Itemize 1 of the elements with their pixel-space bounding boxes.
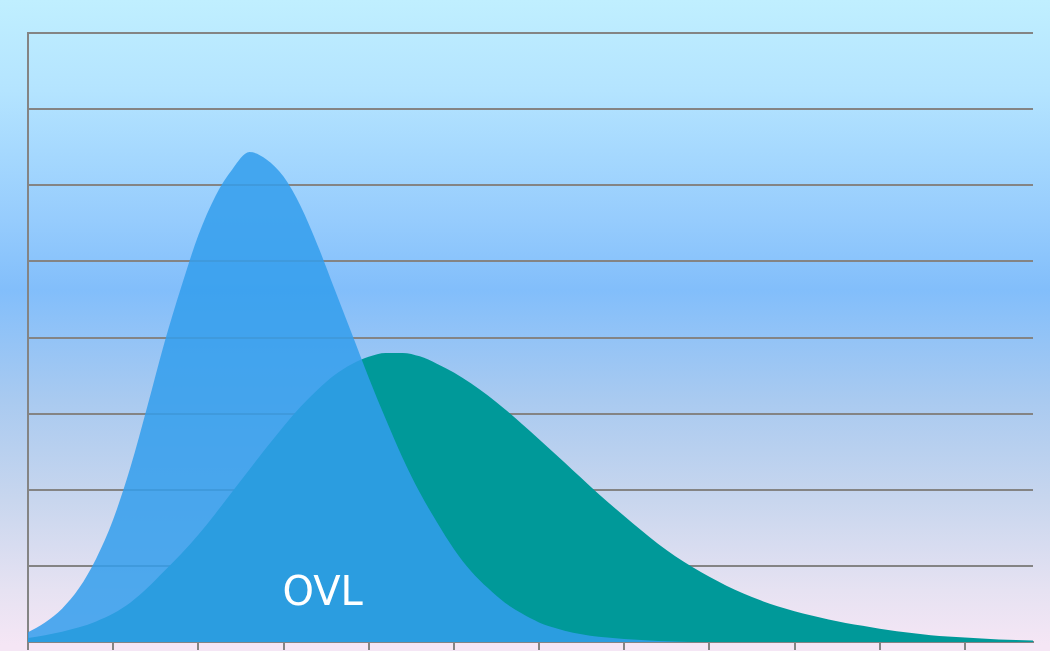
annotation: OVL (282, 568, 364, 614)
